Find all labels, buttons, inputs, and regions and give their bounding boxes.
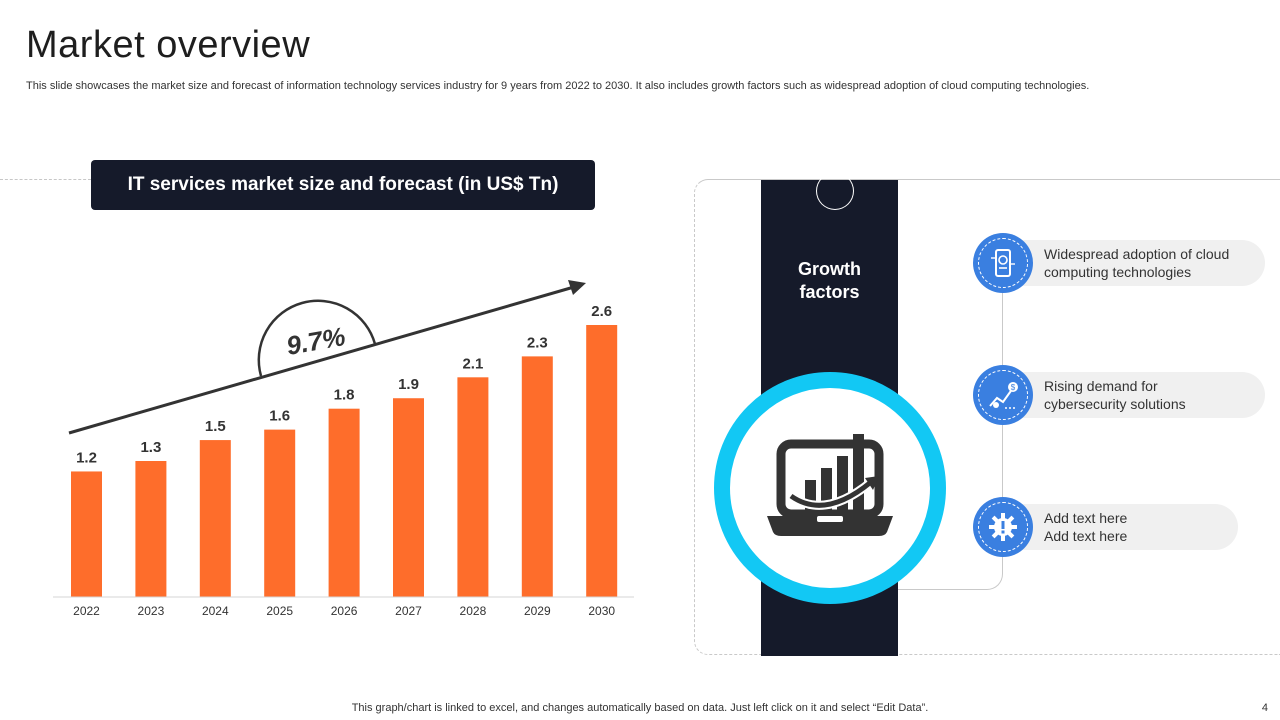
value-label-2030: 2.6 [591,303,612,320]
bar-2027 [393,398,424,597]
factor-text: Add text here Add text here [1044,510,1128,544]
factor-text: Widespread adoption of cloud computing t… [1044,246,1230,280]
cagr-arc [257,299,377,377]
growth-center-ring [714,372,946,604]
bar-2024 [199,440,231,597]
bar-2022 [71,471,102,597]
finance-growth-icon: $ [973,365,1033,425]
value-label-2028: 2.1 [462,355,483,372]
divider-line [0,179,91,180]
category-label-2026: 2026 [331,604,358,618]
category-label-2028: 2028 [460,604,487,618]
factor-text: Rising demand for cybersecurity solution… [1044,378,1186,412]
page-title: Market overview [26,24,311,66]
trend-arrow-line [68,285,575,435]
bar-2025 [264,429,296,597]
value-label-2027: 1.9 [398,376,419,393]
laptop-chart-icon [767,434,893,536]
growth-panel-border [694,179,1280,655]
category-label-2030: 2030 [588,604,615,618]
category-label-2029: 2029 [524,604,551,618]
bar-2023 [135,461,167,597]
category-label-2024: 2024 [202,604,229,618]
category-label-2027: 2027 [395,604,422,618]
trend-arrow-head [568,280,586,295]
bar-2030 [586,325,618,597]
bars-layer [71,325,618,597]
page-number: 4 [1261,702,1268,714]
bar-2026 [328,408,360,597]
chart-title-box: IT services market size and forecast (in… [91,160,595,210]
gear-icon [973,497,1033,557]
value-label-2025: 1.6 [269,408,290,425]
top-arc-decoration [816,172,854,210]
category-label-2022: 2022 [73,604,100,618]
growth-factors-label: Growth factors [798,259,861,302]
value-label-2022: 1.2 [76,449,97,466]
category-label-2023: 2023 [138,604,165,618]
bar-chart: 1.2 2022 1.3 2023 1.5 2024 1.6 2025 1.8 2026 1.9 20… [53,280,634,618]
factor-connector-line [830,263,1003,590]
bar-2029 [521,356,553,597]
category-label-2025: 2025 [266,604,293,618]
labels-layer: 1.2 2022 1.3 2023 1.5 2024 1.6 2025 1.8 2026 1.9 20… [73,303,615,618]
cloud-phone-icon [973,233,1033,293]
chart-title: IT services market size and forecast (in… [127,174,559,195]
value-label-2029: 2.3 [527,334,548,351]
value-label-2023: 1.3 [140,439,161,456]
footer-note: This graph/chart is linked to excel, and… [351,702,929,714]
bar-2028 [457,377,489,597]
value-label-2026: 1.8 [334,387,355,404]
page-subtitle: This slide showcases the market size and… [26,80,1090,92]
value-label-2024: 1.5 [205,418,226,435]
